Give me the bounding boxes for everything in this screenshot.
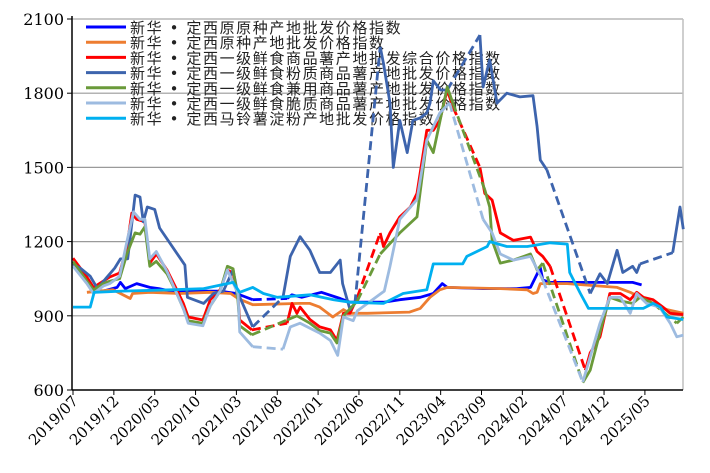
legend-label: 新华 • 定西一级鲜食商品薯产地批发综合价格指数 xyxy=(130,49,502,67)
series-2 xyxy=(86,282,684,319)
series-dashed-segment xyxy=(251,318,288,337)
series-dashed-segment xyxy=(545,169,592,294)
series-dashed-segment xyxy=(252,297,288,302)
legend-label: 新华 • 定西一级鲜食脆质商品薯产地批发价格指数 xyxy=(130,95,502,113)
legend-label: 新华 • 定西原原种产地批发价格指数 xyxy=(130,19,402,37)
series-dashed-segment xyxy=(355,232,382,298)
y-tick-label: 1500 xyxy=(23,158,64,177)
series-line-segment xyxy=(73,240,684,321)
y-tick-label: 2100 xyxy=(23,10,64,29)
series-3 xyxy=(71,88,684,371)
legend-label: 新华 • 定西马铃薯淀粉产地批发价格指数 xyxy=(130,110,435,128)
series-dashed-segment xyxy=(548,265,587,371)
gridlines xyxy=(72,18,684,390)
y-tick-label: 600 xyxy=(33,381,64,400)
series-dashed-segment xyxy=(252,345,284,351)
series-dashed-segment xyxy=(251,296,284,328)
series-line-segment xyxy=(671,205,685,253)
series-dashed-segment xyxy=(541,279,585,383)
series-line-segment xyxy=(71,225,253,336)
series-dashed-segment xyxy=(639,251,674,266)
series-7 xyxy=(73,240,684,321)
y-tick-label: 1800 xyxy=(23,84,64,103)
series-line-segment xyxy=(281,235,356,311)
y-tick-label: 900 xyxy=(33,307,64,326)
series-line-segment xyxy=(581,292,684,383)
series-line-segment xyxy=(378,46,448,169)
series-dashed-segment xyxy=(451,102,487,191)
series-line-segment xyxy=(281,102,451,357)
series-dashed-segment xyxy=(356,253,382,302)
series-lines xyxy=(71,34,685,384)
series-line-segment xyxy=(581,295,654,384)
series-line-segment xyxy=(588,248,642,295)
series-dashed-segment xyxy=(448,102,485,220)
series-dashed-segment xyxy=(445,34,482,91)
series-line-segment xyxy=(86,282,684,319)
legend-label: 新华 • 定西原种产地批发价格指数 xyxy=(130,34,386,52)
series-line-segment xyxy=(481,218,545,281)
legend-label: 新华 • 定西一级鲜食兼用商品薯产地批发价格指数 xyxy=(130,80,502,98)
series-dashed-segment xyxy=(353,46,382,304)
legend-label: 新华 • 定西一级鲜食粉质商品薯产地批发价格指数 xyxy=(130,65,502,83)
y-tick-label: 1200 xyxy=(23,233,64,252)
series-line-segment xyxy=(478,35,549,171)
